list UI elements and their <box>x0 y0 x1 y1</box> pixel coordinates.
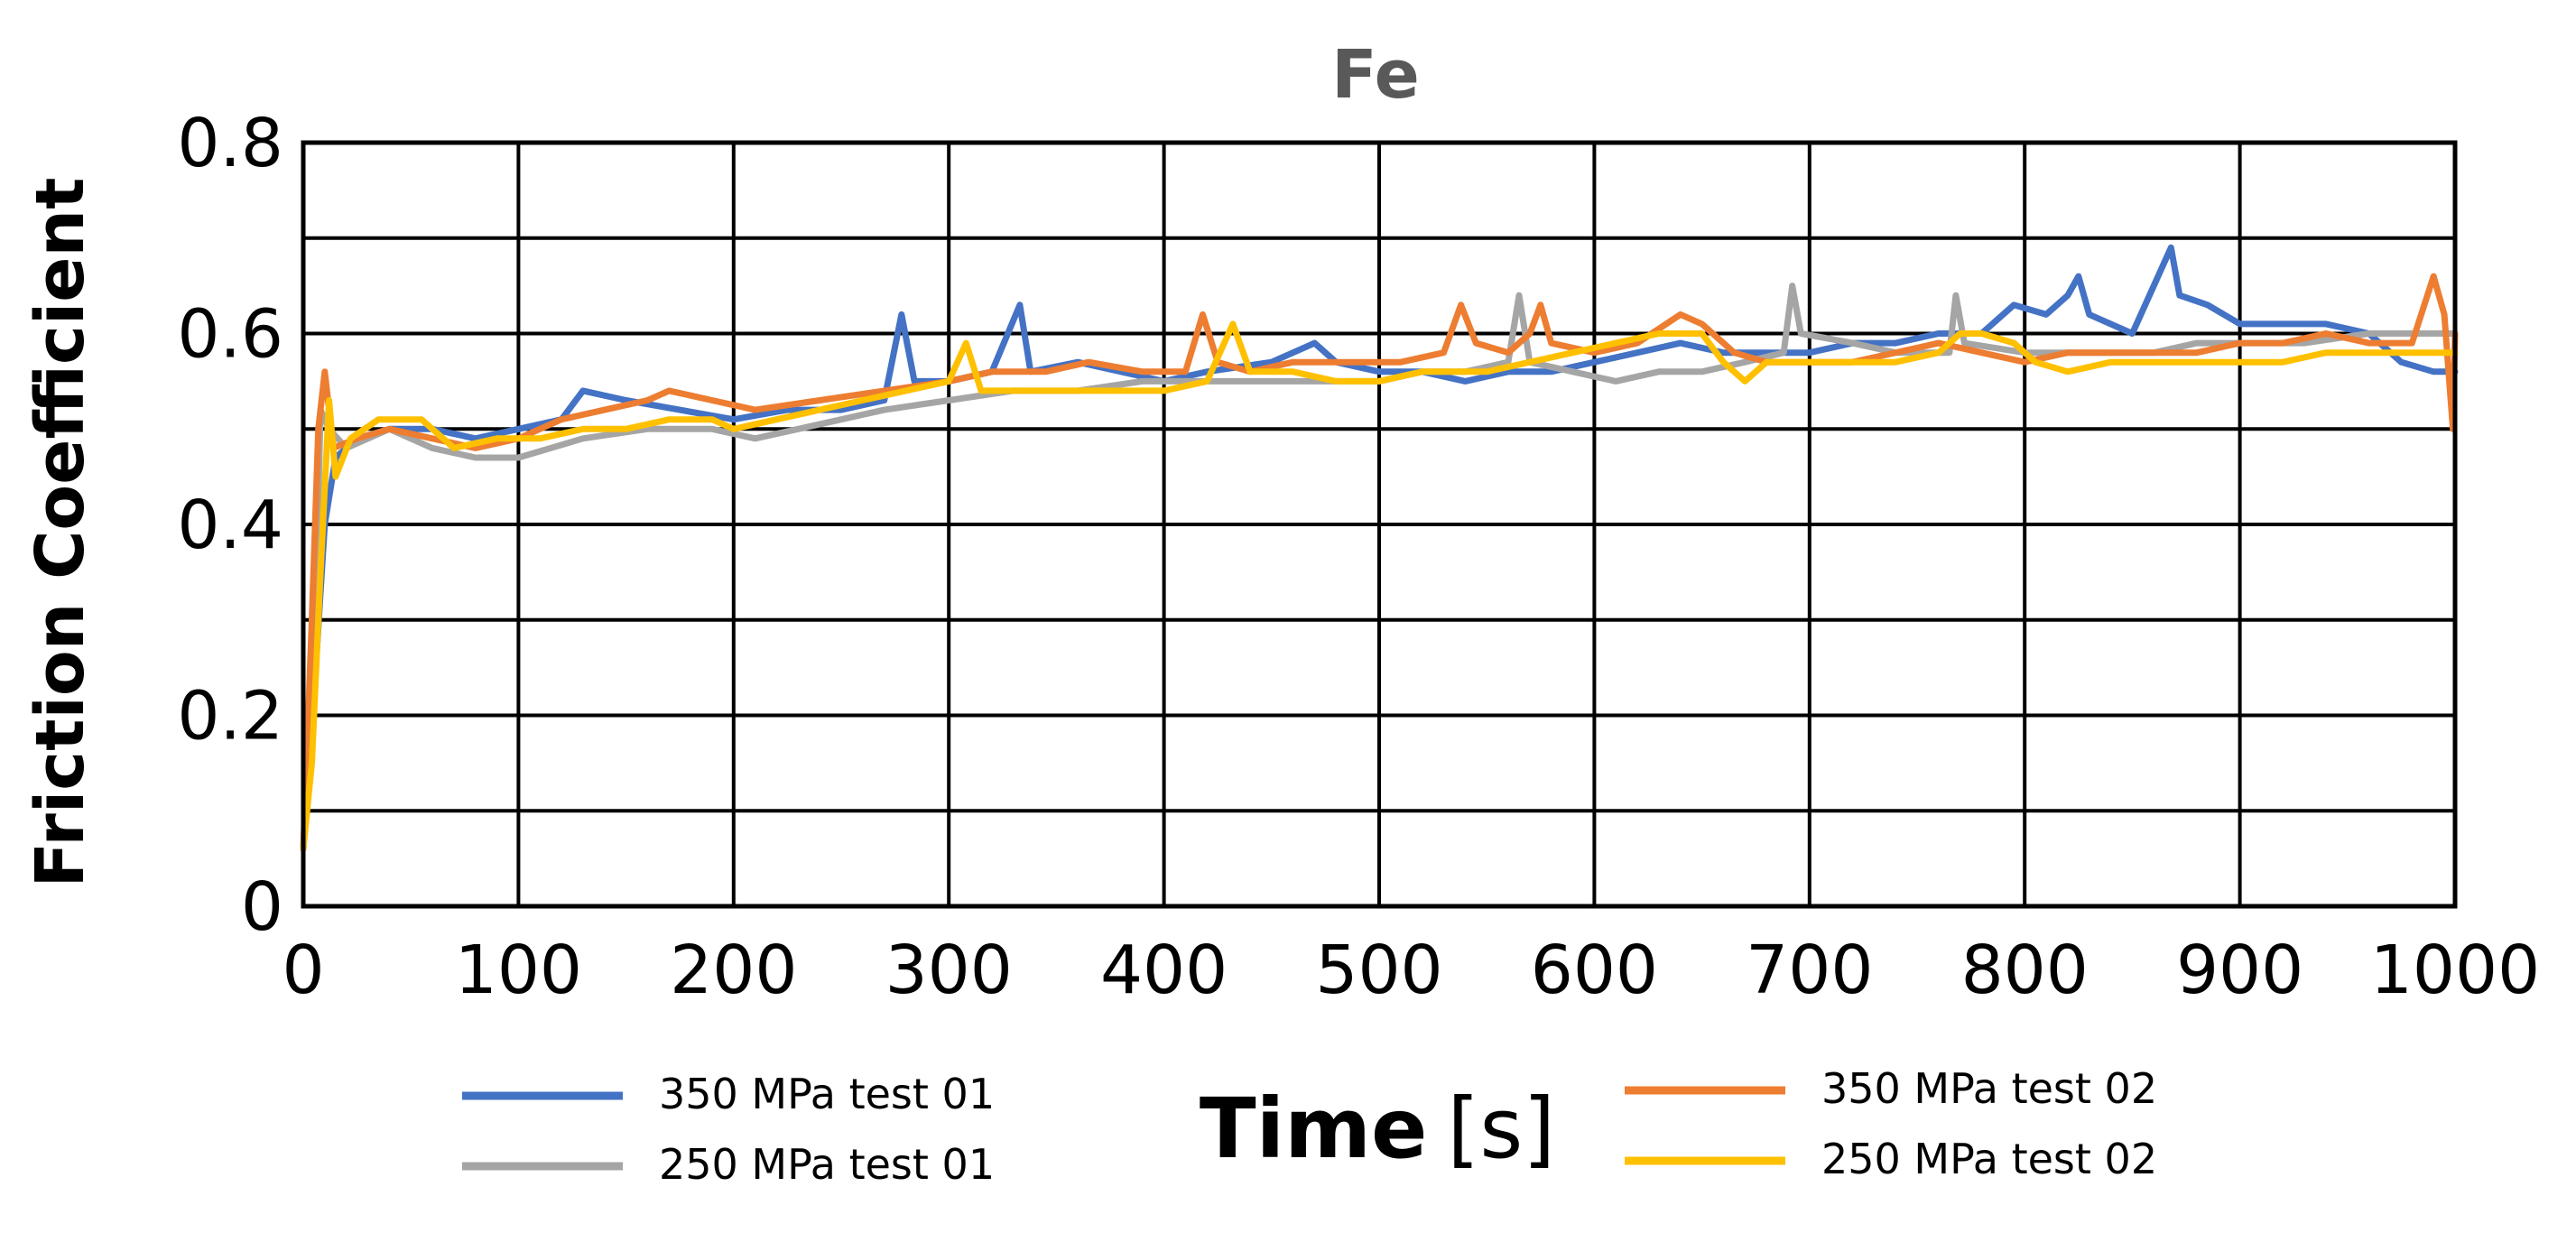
x-tick-label-9: 900 <box>2176 932 2303 1009</box>
axes <box>301 140 2458 909</box>
legend-label-3: 350 MPa test 02 <box>1821 1064 2157 1113</box>
y-axis-label: Friction Coefficient <box>22 178 99 888</box>
y-tick-label-1: 0.2 <box>177 678 283 756</box>
y-tick-label-2: 0.4 <box>177 487 283 564</box>
x-tick-label-1: 100 <box>455 932 582 1009</box>
plot-frame <box>301 140 2458 909</box>
x-tick-label-2: 200 <box>670 932 797 1009</box>
x-axis-label-bold: Time <box>1200 1080 1428 1177</box>
legend-label-1: 350 MPa test 01 <box>659 1070 995 1118</box>
x-tick-label-4: 400 <box>1100 932 1228 1009</box>
legend-label-4: 250 MPa test 02 <box>1821 1135 2157 1183</box>
y-tick-label-0: 0 <box>241 868 283 946</box>
chart-title: Fe <box>1331 36 1420 114</box>
x-tick-label-10: 1000 <box>2370 932 2540 1009</box>
x-tick-label-3: 300 <box>885 932 1013 1009</box>
y-tick-label-3: 0.6 <box>177 296 283 374</box>
x-tick-label-7: 700 <box>1746 932 1873 1009</box>
x-tick-label-8: 800 <box>1961 932 2089 1009</box>
legend: 350 MPa test 01 250 MPa test 01 350 MPa te… <box>462 1064 2157 1189</box>
series-line-3 <box>300 273 2459 852</box>
x-tick-labels: 0 100 200 300 400 500 600 700 800 900 1000 <box>282 932 2540 1009</box>
series-line-4 <box>300 320 2459 852</box>
legend-label-2: 250 MPa test 01 <box>659 1140 995 1189</box>
x-axis-label: Time [s] <box>1200 1080 1555 1177</box>
series-line-1 <box>300 244 2459 852</box>
x-axis-label-unit: [s] <box>1447 1080 1555 1177</box>
y-tick-labels: 0 0.2 0.4 0.6 0.8 <box>177 105 283 946</box>
x-tick-label-5: 500 <box>1315 932 1442 1009</box>
series-group <box>300 244 2459 852</box>
y-tick-label-4: 0.8 <box>177 105 283 182</box>
x-tick-label-6: 600 <box>1531 932 1658 1009</box>
x-tick-label-0: 0 <box>282 932 324 1009</box>
grid <box>301 141 2457 908</box>
